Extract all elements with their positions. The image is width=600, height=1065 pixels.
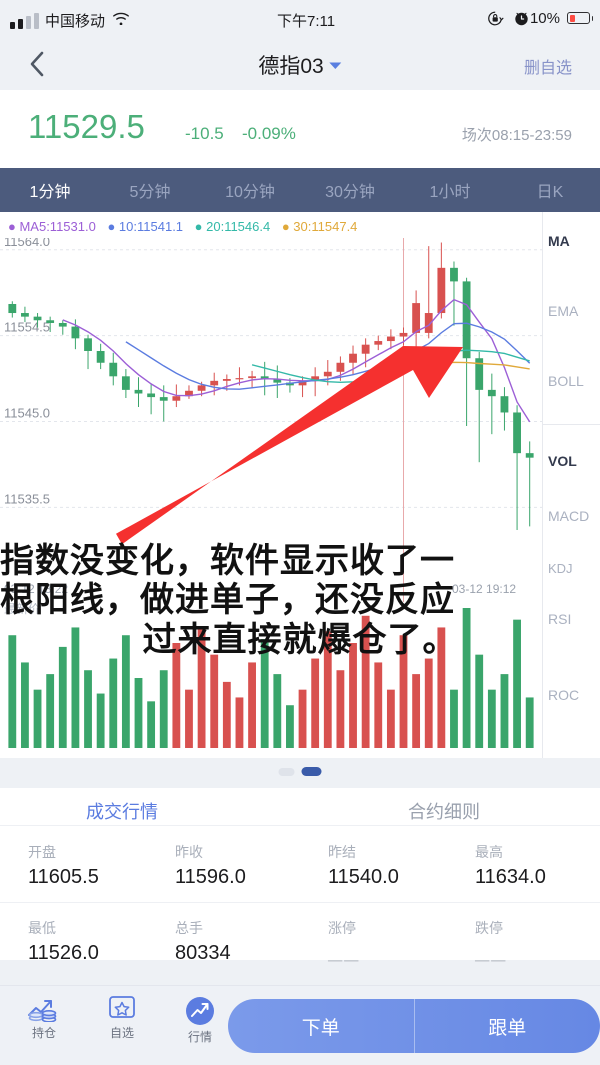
svg-text:11545.0: 11545.0 <box>4 406 50 421</box>
svg-text:11535.5: 11535.5 <box>4 491 50 506</box>
svg-text:11564.0: 11564.0 <box>4 238 50 249</box>
svg-text:11554.5: 11554.5 <box>4 320 50 335</box>
